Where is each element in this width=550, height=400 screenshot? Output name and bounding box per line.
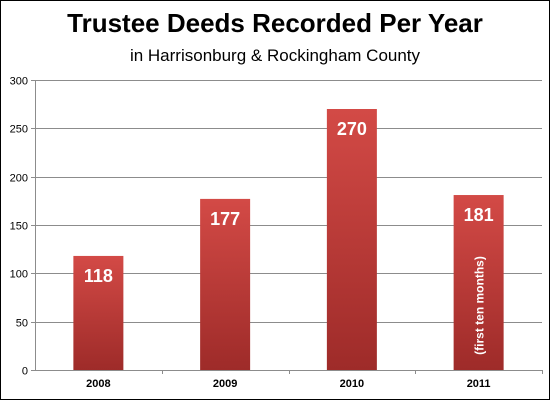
bar-2009 bbox=[200, 198, 251, 370]
bar-annotation: (first ten months) bbox=[473, 256, 487, 355]
chart-title: Trustee Deeds Recorded Per Year bbox=[67, 8, 483, 38]
bar-2011 bbox=[453, 195, 504, 370]
y-tick-label: 300 bbox=[10, 76, 28, 88]
data-label: 118 bbox=[84, 266, 113, 286]
data-label: 181 bbox=[464, 205, 494, 225]
y-tick-label: 250 bbox=[10, 124, 28, 136]
x-tick-label: 2008 bbox=[86, 378, 110, 390]
data-labels: 118 177 270 181 (first ten months) bbox=[84, 119, 494, 355]
x-tick-label: 2009 bbox=[213, 378, 237, 390]
y-tick-label: 150 bbox=[10, 221, 28, 233]
data-label: 177 bbox=[210, 209, 240, 229]
axes: 0 50 100 150 200 250 300 2008 2009 2010 2011 bbox=[10, 76, 543, 390]
y-tick-label: 50 bbox=[16, 318, 28, 330]
x-tick-label: 2011 bbox=[467, 378, 491, 390]
y-tick-label: 200 bbox=[10, 173, 28, 185]
bar-2010 bbox=[326, 109, 377, 370]
bar-2008 bbox=[73, 255, 124, 370]
y-tick-label: 0 bbox=[22, 366, 28, 378]
y-tick-label: 100 bbox=[10, 269, 28, 281]
chart-subtitle: in Harrisonburg & Rockingham County bbox=[129, 46, 421, 65]
data-label: 270 bbox=[337, 119, 367, 139]
bars bbox=[73, 109, 504, 370]
x-tick-label: 2010 bbox=[340, 378, 364, 390]
